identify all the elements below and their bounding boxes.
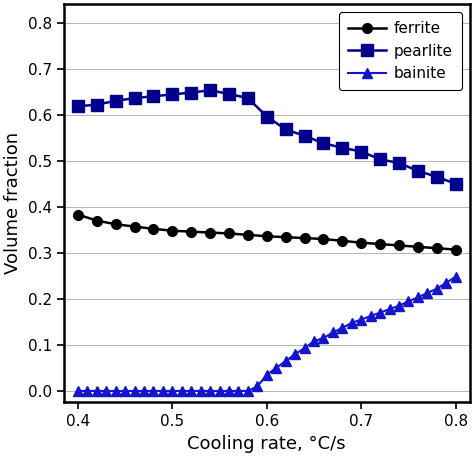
bainite	[283, 358, 289, 364]
ferrite	[151, 226, 156, 232]
pearlite	[358, 149, 364, 154]
Line: ferrite: ferrite	[73, 210, 461, 255]
bainite	[179, 388, 185, 393]
pearlite	[189, 90, 194, 96]
bainite	[84, 388, 90, 393]
bainite	[406, 298, 411, 304]
Y-axis label: Volume fraction: Volume fraction	[4, 132, 22, 274]
bainite	[396, 303, 402, 308]
pearlite	[302, 133, 308, 138]
bainite	[434, 286, 439, 292]
ferrite	[396, 243, 402, 248]
bainite	[255, 383, 260, 389]
pearlite	[170, 92, 175, 97]
ferrite	[132, 224, 137, 229]
ferrite	[264, 234, 270, 239]
pearlite	[453, 181, 458, 186]
bainite	[132, 388, 137, 393]
pearlite	[320, 140, 326, 146]
pearlite	[151, 94, 156, 99]
bainite	[122, 388, 128, 393]
Line: bainite: bainite	[73, 272, 461, 396]
pearlite	[377, 157, 383, 162]
bainite	[75, 388, 81, 393]
bainite	[443, 280, 449, 286]
pearlite	[339, 145, 345, 150]
bainite	[339, 325, 345, 330]
pearlite	[75, 104, 81, 109]
X-axis label: Cooling rate, °C/s: Cooling rate, °C/s	[188, 435, 346, 453]
bainite	[151, 388, 156, 393]
ferrite	[189, 229, 194, 234]
pearlite	[264, 114, 270, 119]
bainite	[236, 388, 241, 393]
pearlite	[245, 96, 251, 101]
ferrite	[453, 247, 458, 252]
bainite	[189, 388, 194, 393]
ferrite	[245, 232, 251, 238]
bainite	[453, 274, 458, 280]
pearlite	[132, 96, 137, 101]
ferrite	[415, 244, 421, 250]
bainite	[368, 313, 374, 319]
bainite	[170, 388, 175, 393]
bainite	[113, 388, 118, 393]
pearlite	[396, 160, 402, 166]
ferrite	[75, 212, 81, 218]
ferrite	[339, 238, 345, 244]
bainite	[349, 320, 355, 325]
bainite	[198, 388, 203, 393]
bainite	[425, 290, 430, 296]
ferrite	[113, 222, 118, 227]
bainite	[273, 365, 279, 371]
bainite	[207, 388, 213, 393]
pearlite	[113, 98, 118, 104]
bainite	[415, 295, 421, 300]
ferrite	[226, 231, 232, 236]
bainite	[330, 330, 336, 335]
ferrite	[434, 245, 439, 251]
bainite	[387, 306, 392, 312]
bainite	[302, 345, 308, 351]
ferrite	[170, 228, 175, 234]
ferrite	[283, 234, 289, 240]
pearlite	[226, 91, 232, 97]
Line: pearlite: pearlite	[73, 85, 461, 189]
pearlite	[434, 174, 439, 180]
bainite	[264, 372, 270, 377]
bainite	[94, 388, 100, 393]
bainite	[217, 388, 222, 393]
ferrite	[207, 230, 213, 235]
bainite	[377, 310, 383, 315]
bainite	[245, 388, 251, 393]
bainite	[292, 351, 298, 357]
Legend: ferrite, pearlite, bainite: ferrite, pearlite, bainite	[339, 12, 462, 90]
bainite	[141, 388, 147, 393]
pearlite	[415, 168, 421, 174]
bainite	[311, 339, 317, 344]
bainite	[226, 388, 232, 393]
pearlite	[283, 127, 289, 132]
ferrite	[94, 218, 100, 223]
ferrite	[358, 240, 364, 245]
ferrite	[320, 236, 326, 242]
ferrite	[302, 235, 308, 241]
bainite	[103, 388, 109, 393]
pearlite	[94, 102, 100, 107]
pearlite	[207, 88, 213, 93]
ferrite	[377, 241, 383, 247]
bainite	[320, 335, 326, 341]
bainite	[358, 317, 364, 322]
bainite	[160, 388, 166, 393]
